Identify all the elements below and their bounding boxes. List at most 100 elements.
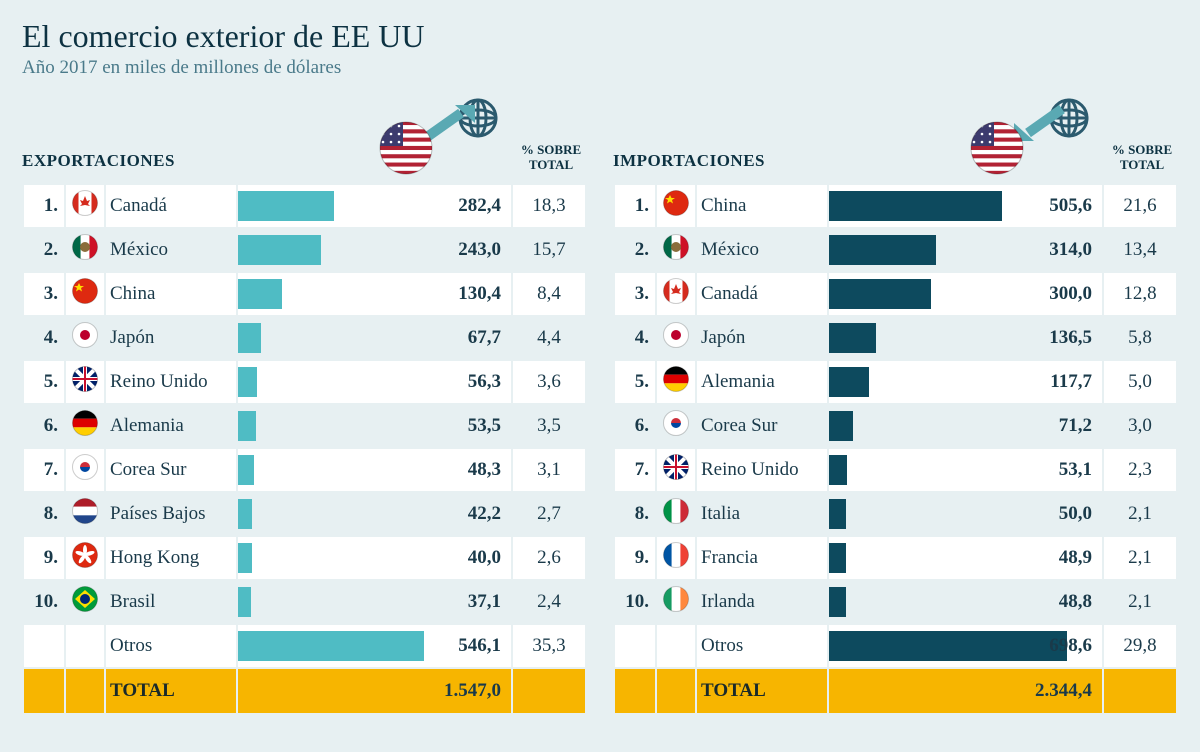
country-cell: Canadá [106,185,236,227]
data-table: 1. Canadá 282,4 18,3 2. México 243,0 15,… [22,183,587,715]
bar-cell: 56,3 [238,361,511,403]
pct-cell: 3,0 [1104,405,1176,447]
value-bar [829,587,846,617]
total-value: 2.344,4 [1035,680,1092,702]
pct-cell: 12,8 [1104,273,1176,315]
flag-cell [66,493,104,535]
rank-cell: 6. [24,405,64,447]
value-bar [829,543,846,573]
value-bar [238,367,257,397]
flag-canada-icon [663,278,689,304]
us-flag-icon [970,121,1024,175]
total-label: TOTAL [106,669,236,713]
flag-germany-icon [663,366,689,392]
others-row: Otros 698,6 29,8 [615,625,1176,667]
flag-cell [657,361,695,403]
table-row: 2. México 314,0 13,4 [615,229,1176,271]
pct-cell: 3,6 [513,361,585,403]
value-bar [238,279,282,309]
total-row: TOTAL 2.344,4 [615,669,1176,713]
rank-cell: 3. [24,273,64,315]
table-row: 7. Reino Unido 53,1 2,3 [615,449,1176,491]
flag-cell [657,273,695,315]
flag-cell [657,229,695,271]
country-cell: China [697,185,827,227]
value-bar [238,587,251,617]
pct-cell: 2,6 [513,537,585,579]
value-bar [238,235,321,265]
value-bar [238,323,261,353]
page-title: El comercio exterior de EE UU [22,18,1178,55]
value-label: 130,4 [458,283,501,305]
rank-cell: 10. [615,581,655,623]
value-bar [238,411,256,441]
pct-cell: 29,8 [1104,625,1176,667]
flag-brazil-icon [72,586,98,612]
panel-title: IMPORTACIONES [613,151,765,175]
flag-cell [66,185,104,227]
rank-cell: 9. [24,537,64,579]
value-bar [238,631,424,661]
panels-container: EXPORTACIONES % SOBRE TOTAL [22,97,1178,715]
flag-netherlands-icon [72,498,98,524]
rank-cell: 2. [615,229,655,271]
flag-hongkong-icon [72,542,98,568]
flag-china-icon [663,190,689,216]
rank-cell: 4. [24,317,64,359]
country-cell: Brasil [106,581,236,623]
total-value-cell: 1.547,0 [238,669,511,713]
value-label: 48,8 [1059,591,1092,613]
flag-cell [66,581,104,623]
country-cell: Países Bajos [106,493,236,535]
value-bar [238,455,254,485]
flag-ireland-icon [663,586,689,612]
data-table: 1. China 505,6 21,6 2. México 314,0 13,4… [613,183,1178,715]
country-cell: México [106,229,236,271]
pct-cell: 5,8 [1104,317,1176,359]
country-cell: China [106,273,236,315]
flag-cell [66,361,104,403]
value-label: 56,3 [468,371,501,393]
pct-cell: 2,1 [1104,493,1176,535]
value-bar [829,455,847,485]
bar-cell: 546,1 [238,625,511,667]
value-label: 53,5 [468,415,501,437]
flag-cell [657,185,695,227]
table-row: 6. Corea Sur 71,2 3,0 [615,405,1176,447]
total-value: 1.547,0 [444,680,501,702]
country-cell: Alemania [697,361,827,403]
rank-cell: 3. [615,273,655,315]
table-row: 1. China 505,6 21,6 [615,185,1176,227]
pct-cell: 13,4 [1104,229,1176,271]
panel-title: EXPORTACIONES [22,151,175,175]
pct-cell: 8,4 [513,273,585,315]
value-label: 282,4 [458,195,501,217]
rank-cell: 7. [615,449,655,491]
flag-cell [66,449,104,491]
value-bar [829,279,931,309]
rank-cell: 1. [615,185,655,227]
value-label: 48,9 [1059,547,1092,569]
table-row: 9. Hong Kong 40,0 2,6 [24,537,585,579]
bar-cell: 37,1 [238,581,511,623]
pct-cell: 3,5 [513,405,585,447]
flag-cell [66,317,104,359]
pct-cell: 3,1 [513,449,585,491]
value-label: 314,0 [1049,239,1092,261]
flag-cell [66,625,104,667]
bar-cell: 53,1 [829,449,1102,491]
bar-cell: 136,5 [829,317,1102,359]
bar-cell: 48,9 [829,537,1102,579]
country-cell: Corea Sur [697,405,827,447]
flag-cell [657,449,695,491]
country-cell: Reino Unido [106,361,236,403]
table-row: 10. Brasil 37,1 2,4 [24,581,585,623]
pct-header: % SOBRE TOTAL [515,142,587,173]
others-label: Otros [106,625,236,667]
value-label: 300,0 [1049,283,1092,305]
table-row: 8. Italia 50,0 2,1 [615,493,1176,535]
value-bar [238,191,334,221]
bar-cell: 53,5 [238,405,511,447]
flag-cell [66,405,104,447]
rank-cell: 4. [615,317,655,359]
